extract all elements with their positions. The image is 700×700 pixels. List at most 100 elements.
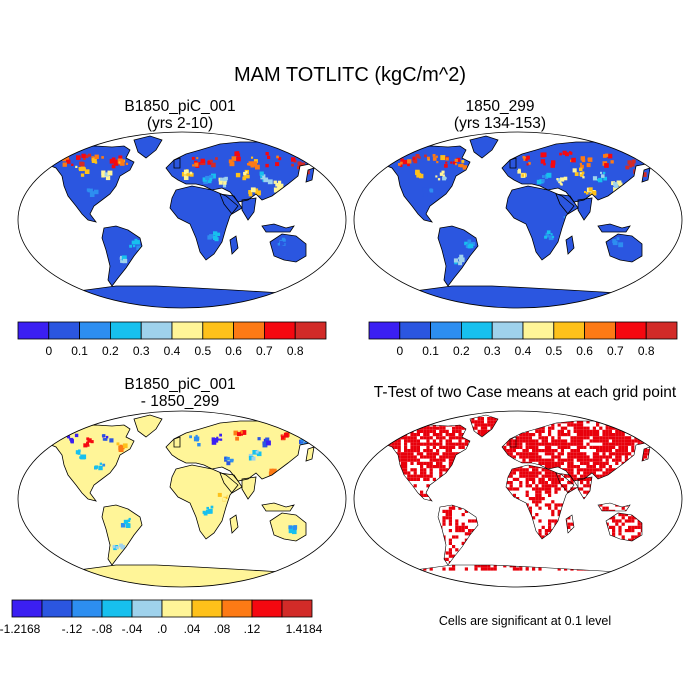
- significant-cell: [378, 433, 382, 437]
- coastline: [101, 225, 143, 287]
- significant-cell: [650, 436, 654, 440]
- significant-cell: [644, 455, 648, 459]
- significant-cell: [372, 427, 375, 430]
- significant-cell: [602, 429, 606, 433]
- significant-cell: [548, 522, 552, 526]
- grid-cell: [111, 157, 116, 162]
- grid-cell: [604, 163, 609, 168]
- significant-cell: [410, 455, 414, 459]
- significant-cell: [410, 449, 414, 453]
- map-panel-case1: [17, 131, 347, 309]
- significant-cell: [618, 436, 622, 440]
- significant-cell: [548, 442, 552, 446]
- grid-cell: [276, 155, 279, 159]
- land-indonesia: [262, 224, 294, 232]
- significant-cell: [573, 442, 577, 446]
- coastline: [577, 197, 593, 221]
- significant-cell: [464, 525, 468, 529]
- significant-cell: [653, 554, 654, 558]
- significant-cell: [487, 564, 491, 568]
- significant-cell: [413, 477, 417, 481]
- significant-cell: [442, 417, 446, 421]
- significant-cell: [381, 423, 385, 427]
- colorbar-tick-label: -.04: [122, 622, 143, 636]
- grid-cell: [458, 257, 461, 260]
- significant-cell: [445, 455, 449, 459]
- significant-cell: [541, 477, 545, 481]
- map-panel-difference: [17, 410, 347, 588]
- significant-cell: [404, 461, 408, 465]
- grid-cell: [560, 177, 565, 182]
- significant-cell: [618, 417, 622, 421]
- significant-cell: [580, 433, 584, 437]
- significant-cell: [567, 461, 571, 465]
- grid-cell: [464, 241, 468, 246]
- significant-cell: [420, 455, 424, 459]
- significant-cell: [628, 567, 632, 571]
- grid-cell: [625, 165, 630, 170]
- significant-cell: [381, 567, 385, 571]
- colorbar-tick-label: .08: [214, 622, 231, 636]
- significant-cell: [452, 455, 456, 459]
- significant-cell: [592, 455, 596, 459]
- significant-cell: [570, 442, 574, 446]
- colorbar-tick-label: 0.4: [515, 344, 532, 358]
- significant-cell: [400, 468, 404, 472]
- significant-cell: [376, 429, 379, 433]
- significant-cell: [509, 487, 513, 491]
- significant-cell: [423, 442, 427, 446]
- significant-cell: [407, 449, 411, 453]
- grid-cell: [293, 526, 297, 531]
- grid-cell: [118, 155, 123, 160]
- grid-cell: [439, 172, 444, 176]
- significant-cell: [599, 468, 603, 472]
- significant-cell: [618, 519, 622, 523]
- significant-cell: [471, 420, 475, 424]
- significant-cell: [538, 429, 542, 433]
- colorbar-difference: -1.2168 -.12 -.08 -.04.0.04.08.12 1.4184: [0, 599, 323, 636]
- significant-cell: [413, 455, 417, 459]
- significant-cell: [410, 461, 414, 465]
- significant-cell: [596, 449, 600, 453]
- significant-cell: [612, 417, 616, 421]
- grid-cell: [255, 190, 261, 196]
- land-arabia: [220, 473, 242, 493]
- significant-cell: [397, 429, 401, 433]
- coastline: [229, 235, 239, 255]
- significant-cell: [413, 423, 417, 427]
- grid-cell: [62, 156, 67, 162]
- significant-cell: [448, 548, 452, 552]
- significant-cell: [564, 474, 568, 478]
- grid-cell: [205, 509, 210, 514]
- significant-cell: [657, 430, 660, 433]
- significant-cell: [429, 420, 433, 424]
- significant-cell: [567, 433, 571, 437]
- significant-cell: [541, 468, 545, 472]
- significant-cell: [429, 471, 433, 475]
- coastline: [39, 564, 317, 587]
- significant-cell: [640, 436, 644, 440]
- grid-cell: [278, 187, 283, 192]
- significant-cell: [516, 567, 520, 571]
- grid-cell: [459, 254, 464, 259]
- colorbar-swatch: [171, 321, 204, 340]
- significant-cell: [391, 433, 395, 437]
- grid-cell: [581, 171, 585, 175]
- significant-cell: [599, 449, 603, 453]
- significant-cell: [480, 426, 484, 430]
- significant-cell: [528, 452, 532, 456]
- significant-cell: [484, 423, 488, 427]
- significant-cell: [423, 567, 427, 571]
- significant-cell: [436, 461, 440, 465]
- significant-cell: [423, 471, 427, 475]
- significant-cell: [548, 506, 552, 510]
- significant-cell: [442, 426, 446, 430]
- colorbar-tick-label: 0.2: [102, 344, 119, 358]
- grid-cell: [282, 238, 286, 242]
- significant-cell: [576, 458, 580, 462]
- grid-cell: [299, 439, 304, 445]
- significant-cell: [631, 429, 635, 433]
- significant-cell: [413, 449, 417, 453]
- significant-cell: [413, 420, 417, 424]
- colorbar-swatch: [645, 321, 678, 340]
